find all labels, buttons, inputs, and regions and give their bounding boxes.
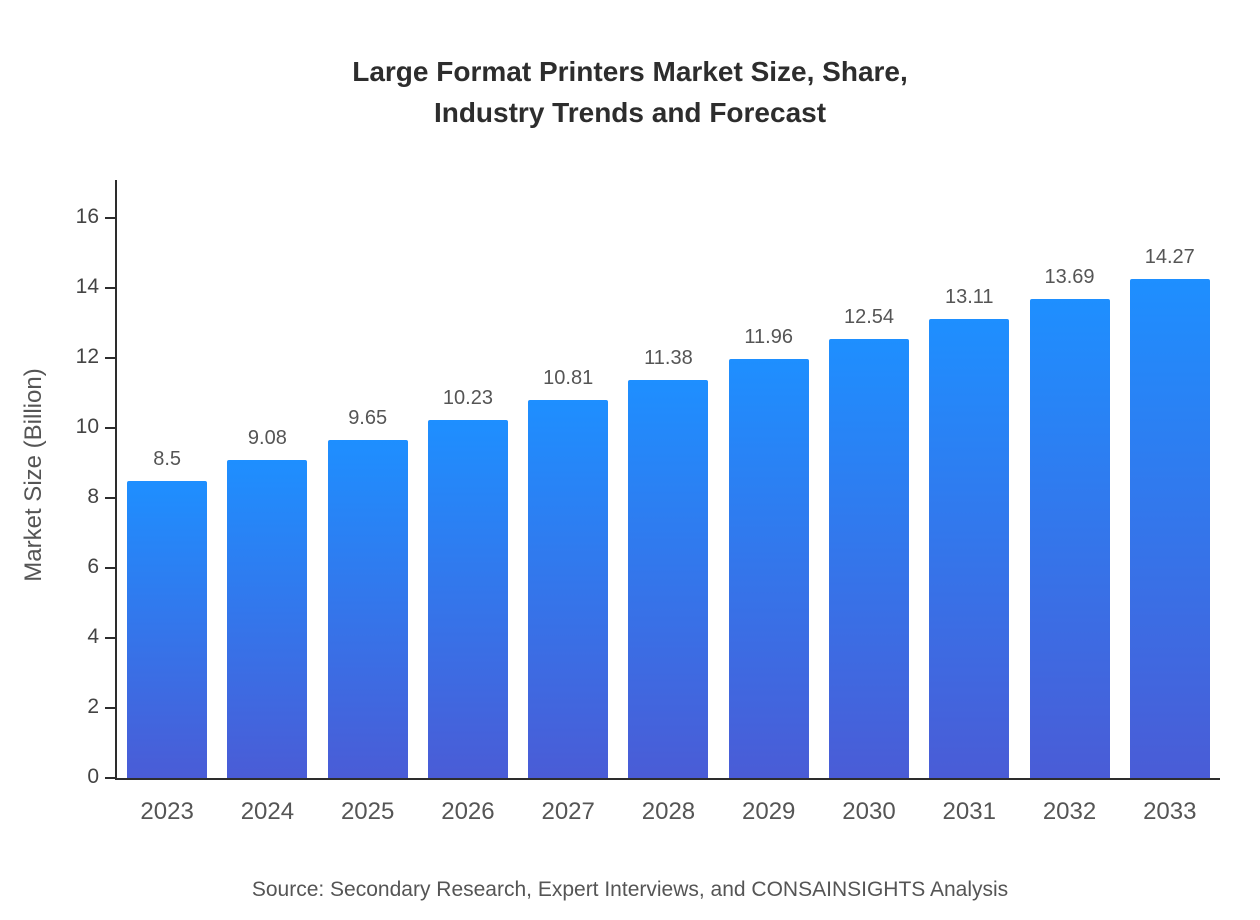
plot-area: 0 2 4 6 8 10 12 14 16 8.5 2023 9.08 2024 9.65 2025 10.… [76,180,1220,824]
bar-group-2029: 11.96 2029 [728,180,809,824]
y-tick-label: 0 [87,765,99,788]
bar-group-2030: 12.54 2030 [828,180,909,824]
bar-value-label: 11.96 [744,326,793,349]
y-tick [105,497,117,499]
bar-group-2031: 13.11 2031 [929,180,1010,824]
bar-2024 [227,460,308,778]
y-tick [105,637,117,639]
y-tick-label: 16 [75,205,99,228]
x-tick-label: 2025 [340,798,395,825]
x-tick-label: 2027 [541,798,595,825]
bar-2023 [127,480,208,778]
x-tick-label: 2033 [1143,798,1197,825]
y-tick-label: 14 [75,275,99,298]
x-tick-label: 2030 [842,798,896,825]
y-tick-label: 10 [75,415,99,438]
y-tick [105,217,117,219]
x-tick-label: 2024 [240,798,295,825]
y-tick-label: 6 [87,555,99,578]
x-tick-label: 2031 [942,798,996,825]
bar-group-2032: 13.69 2032 [1029,180,1110,824]
x-tick-label: 2026 [441,798,495,825]
y-tick-label: 2 [87,695,99,718]
bar-group-2025: 9.65 2025 [327,180,408,824]
bar-series: 8.5 2023 9.08 2024 9.65 2025 10.23 2026 10.81 202… [117,180,1220,824]
bar-group-2024: 9.08 2024 [227,180,308,824]
bar-group-2023: 8.5 2023 [127,180,208,824]
bar-2030 [828,339,909,778]
y-tick [105,427,117,429]
bar-value-label: 9.08 [247,427,287,450]
bar-value-label: 10.81 [543,366,594,389]
y-axis: 0 2 4 6 8 10 12 14 16 [76,180,1220,787]
y-tick [105,777,117,779]
y-tick [105,567,117,569]
y-tick [105,707,117,709]
bar-group-2026: 10.23 2026 [427,180,508,824]
y-tick [105,357,117,359]
bar-value-label: 11.38 [644,346,693,369]
bar-group-2033: 14.27 2033 [1129,180,1210,824]
x-tick-label: 2029 [742,798,796,825]
y-axis-title: Market Size (Billion) [20,368,47,582]
bar-value-label: 9.65 [348,407,388,430]
x-tick-label: 2028 [641,798,696,825]
bar-2027 [528,399,609,778]
bar-2032 [1029,298,1110,778]
bar-value-label: 12.54 [843,306,895,329]
bar-2026 [427,419,508,778]
bar-2029 [728,359,809,778]
source-caption: Source: Secondary Research, Expert Inter… [251,878,1009,901]
chart-title: Large Format Printers Market Size, Share… [0,52,1260,133]
bar-value-label: 10.23 [442,386,493,409]
bar-2033 [1129,278,1210,778]
chart-title-line2: Industry Trends and Forecast [433,96,827,128]
y-tick-label: 8 [87,485,99,508]
bar-value-label: 8.5 [153,447,182,470]
x-tick-label: 2023 [140,798,194,825]
bar-value-label: 14.27 [1144,245,1195,268]
chart-title-line1: Large Format Printers Market Size, Share… [352,56,908,87]
y-tick-label: 4 [87,625,99,648]
bar-group-2028: 11.38 2028 [628,180,709,824]
bar-value-label: 13.69 [1044,265,1095,288]
x-tick-label: 2032 [1042,798,1097,825]
y-tick-label: 12 [75,345,99,368]
y-tick [105,287,117,289]
bar-value-label: 13.11 [944,286,994,309]
bar-group-2027: 10.81 2027 [528,180,609,824]
bar-2028 [628,379,709,778]
bar-2025 [327,440,408,778]
bar-2031 [929,319,1010,778]
